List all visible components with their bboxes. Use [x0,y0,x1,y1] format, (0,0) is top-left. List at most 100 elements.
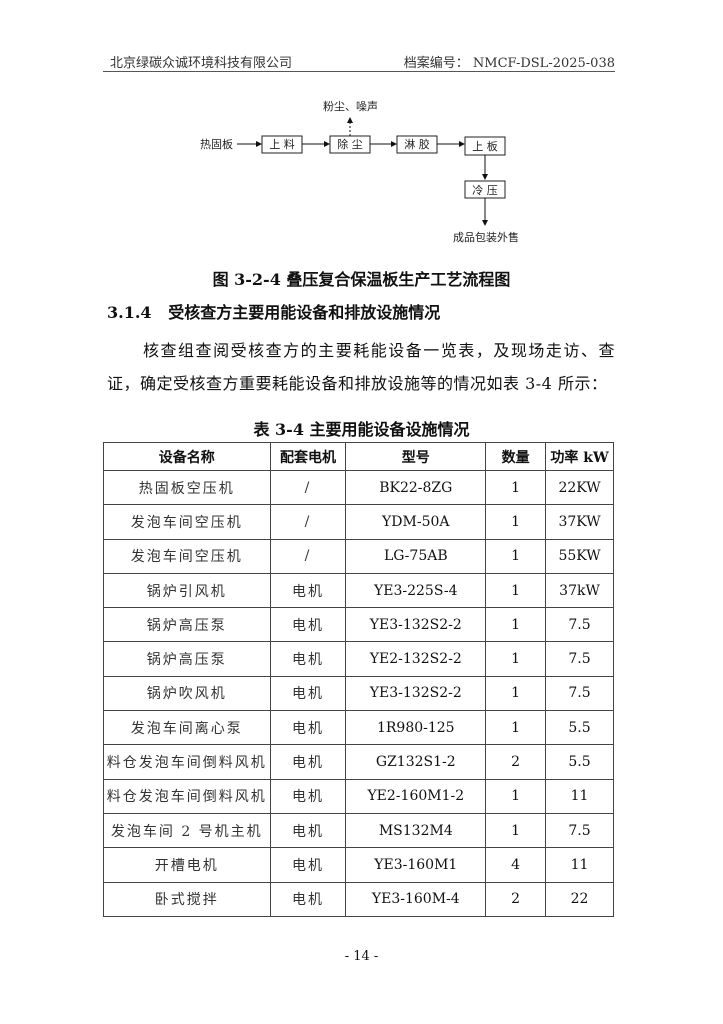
table-row: 料仓发泡车间倒料风机 电机 GZ132S1-2 2 5.5 [103,744,614,780]
table-cell: YE3-225S-4 [345,572,487,609]
flow-emission: 粉尘、噪声 [323,99,378,113]
flow-step: 冷 压 [472,184,498,197]
flow-step: 淋 胶 [404,137,430,151]
table-row: 锅炉高压泵 电机 YE3-132S2-2 1 7.5 [103,607,614,643]
table-cell: 电机 [269,778,347,814]
table-row: 料仓发泡车间倒料风机 电机 YE2-160M1-2 1 11 [103,778,614,814]
header-divider [103,71,615,72]
body-paragraph: 核查组查阅受核查方的主要耗能设备一览表，及现场走访、查证，确定受核查方重要耗能设… [107,341,615,393]
table-cell: 1 [485,778,547,814]
table-cell: 料仓发泡车间倒料风机 [103,744,271,780]
table-cell: 11 [545,847,614,883]
section-title: 受核查方主要用能设备和排放设施情况 [168,303,441,322]
table-row: 锅炉高压泵 电机 YE2-132S2-2 1 7.5 [103,641,614,677]
table-cell: 1 [485,572,547,609]
table-cell: 1 [485,641,547,677]
table-cell: / [269,538,347,574]
table-cell: 料仓发泡车间倒料风机 [103,778,271,814]
table-cell: 电机 [269,641,347,677]
table-cell: 发泡车间空压机 [103,504,271,540]
flow-step: 上 料 [269,137,295,151]
table-cell: 锅炉引风机 [103,572,271,609]
table-cell: 电机 [269,675,347,712]
archive-number: NMCF-DSL-2025-038 [472,56,615,71]
table-row: 锅炉吹风机 电机 YE3-132S2-2 1 7.5 [103,675,614,712]
table-row: 热固板空压机 / BK22-8ZG 1 22KW [103,469,614,506]
table-cell: BK22-8ZG [345,469,487,506]
figure-caption: 图 3-2-4 叠压复合保温板生产工艺流程图 [212,270,511,289]
flow-output: 成品包装外售 [453,230,519,244]
table-cell: 5.5 [545,744,614,780]
table-cell: 发泡车间离心泵 [103,710,271,746]
table-cell: 锅炉高压泵 [103,641,271,677]
table-row: 锅炉引风机 电机 YE3-225S-4 1 37kW [103,572,614,609]
table-cell: 发泡车间空压机 [103,538,271,574]
section-heading: 3.1.4 受核查方主要用能设备和排放设施情况 [107,299,440,323]
table-cell: GZ132S1-2 [345,744,487,780]
table-cell: 22KW [545,469,614,506]
table-cell: YE3-132S2-2 [345,675,487,712]
table-cell: 开槽电机 [103,847,271,883]
table-cell: 1 [485,675,547,712]
table-cell: 22 [545,881,614,917]
flow-step: 除 尘 [337,137,363,151]
table-cell: YE2-132S2-2 [345,641,487,677]
table-cell: 发泡车间 2 号机主机 [103,812,271,849]
table-cell: 电机 [269,847,347,883]
table-cell: 1 [485,538,547,574]
column-header: 功率 kW [545,442,614,471]
table-cell: YE3-160M1 [345,847,487,883]
table-cell: 4 [485,847,547,883]
table-row: 发泡车间空压机 / YDM-50A 1 37KW [103,504,614,540]
column-header: 配套电机 [269,442,347,471]
table-cell: 电机 [269,812,347,849]
table-cell: 11 [545,778,614,814]
column-header: 设备名称 [103,442,271,471]
column-header: 数量 [485,442,547,471]
table-cell: LG-75AB [345,538,487,574]
table-cell: YE3-160M-4 [345,881,487,917]
table-cell: 2 [485,881,547,917]
table-cell: 7.5 [545,675,614,712]
table-row: 发泡车间空压机 / LG-75AB 1 55KW [103,538,614,574]
table-cell: 热固板空压机 [103,469,271,506]
column-header: 型号 [345,442,487,471]
table-cell: / [269,504,347,540]
table-row: 开槽电机 电机 YE3-160M1 4 11 [103,847,614,883]
process-flowchart: 热固板 上 料 除 尘 粉尘、噪声 淋 胶 上 板 冷 压 成品包装外售 [200,99,519,244]
table-cell: YDM-50A [345,504,487,540]
flow-input: 热固板 [200,137,233,151]
table-row: 卧式搅拌 电机 YE3-160M-4 2 22 [103,881,614,917]
table-cell: 7.5 [545,812,614,849]
table-header-row: 设备名称 配套电机 型号 数量 功率 kW [103,442,614,471]
table-cell: 2 [485,744,547,780]
table-cell: 电机 [269,744,347,780]
table-cell: 锅炉吹风机 [103,675,271,712]
table-cell: 1 [485,812,547,849]
header-archive: 档案编号： NMCF-DSL-2025-038 [404,52,615,71]
table-cell: 电机 [269,572,347,609]
table-cell: 5.5 [545,710,614,746]
page-number: - 14 - [344,949,379,964]
table-cell: 7.5 [545,607,614,643]
table-row: 发泡车间 2 号机主机 电机 MS132M4 1 7.5 [103,812,614,849]
table-cell: 电机 [269,710,347,746]
section-number: 3.1.4 [107,303,152,322]
table-cell: 1 [485,469,547,506]
header-company: 北京绿碳众诚环境科技有限公司 [110,56,293,71]
equipment-table: 设备名称 配套电机 型号 数量 功率 kW 热固板空压机 / BK22-8ZG 1 22… [103,442,614,917]
table-cell: 1R980-125 [345,710,487,746]
table-cell: 锅炉高压泵 [103,607,271,643]
table-cell: 37kW [545,572,614,609]
table-cell: 卧式搅拌 [103,881,271,917]
table-cell: YE2-160M1-2 [345,778,487,814]
table-cell: 37KW [545,504,614,540]
table-row: 发泡车间离心泵 电机 1R980-125 1 5.5 [103,710,614,746]
table-cell: 1 [485,504,547,540]
table-cell: 1 [485,710,547,746]
table-cell: MS132M4 [345,812,487,849]
table-cell: 55KW [545,538,614,574]
table-cell: 电机 [269,607,347,643]
table-title: 表 3-4 主要用能设备设施情况 [253,420,470,439]
